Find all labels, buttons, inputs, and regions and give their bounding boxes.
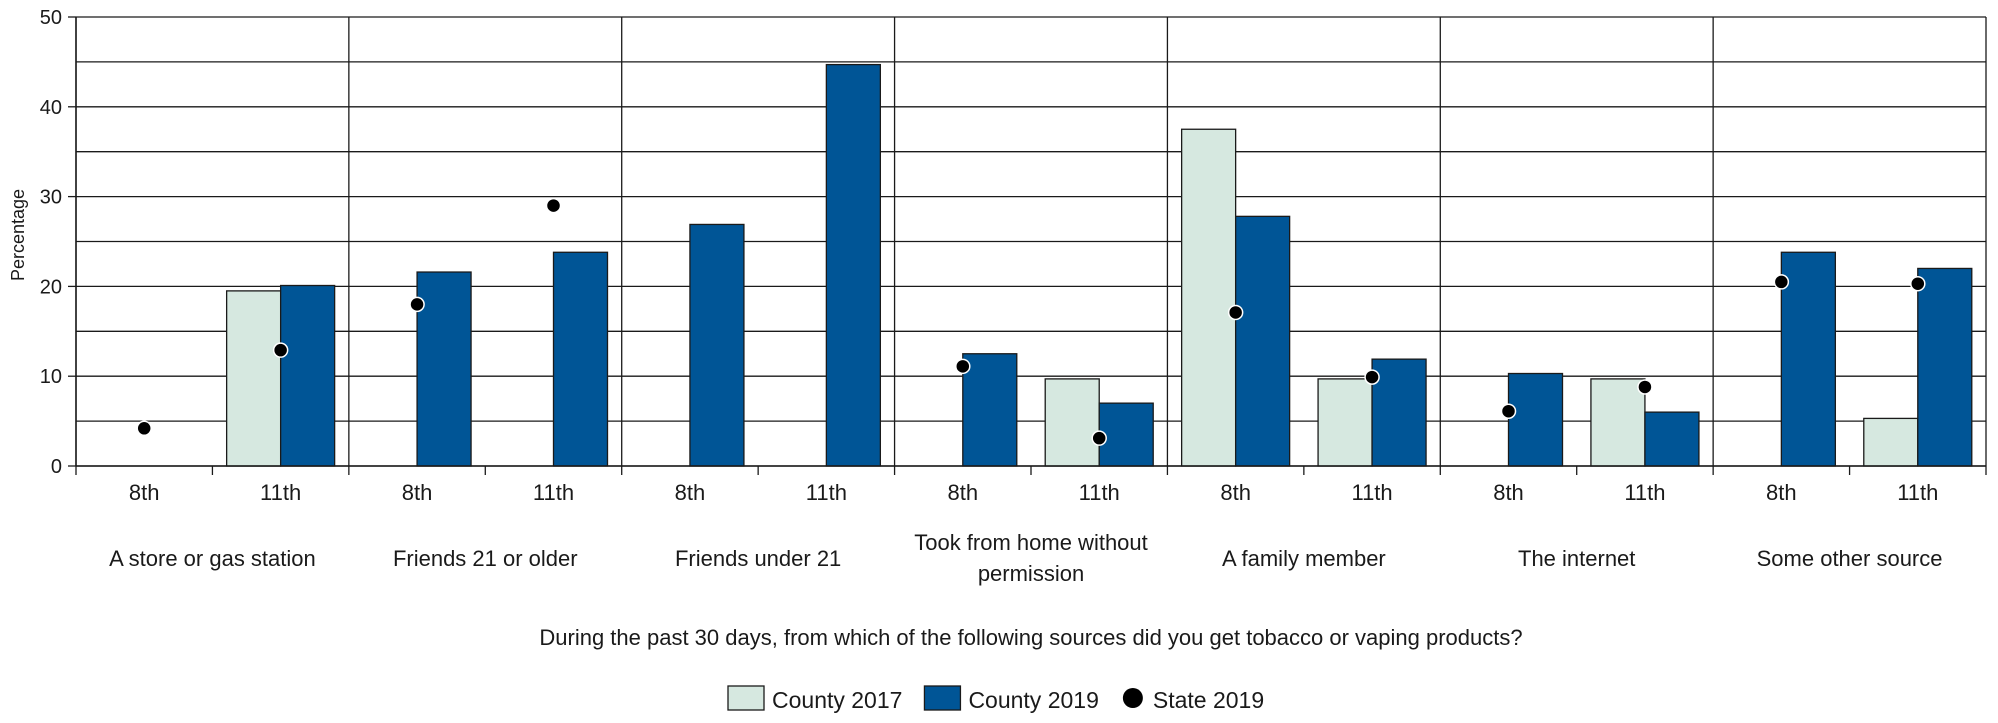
point-state-2019 — [409, 296, 425, 313]
y-tick-label: 20 — [40, 276, 62, 298]
bar-county-2019 — [1234, 215, 1291, 467]
point-state-2019 — [1364, 369, 1380, 385]
x-subcategory-label: 8th — [1220, 480, 1251, 505]
x-subcategory-label: 11th — [1351, 480, 1392, 505]
bar-county-2019 — [279, 284, 336, 467]
x-axis-label: During the past 30 days, from which of t… — [539, 625, 1522, 650]
axes: 0 10 20 30 40 50 8th 11th A store or gas station… — [40, 7, 1987, 586]
bar-county-2017 — [1180, 128, 1237, 467]
legend-item: County 2017 — [727, 685, 902, 713]
y-tick-label: 10 — [40, 366, 62, 388]
y-tick-label: 50 — [40, 7, 62, 29]
legend-label: State 2019 — [1153, 687, 1264, 713]
legend-label: County 2019 — [968, 687, 1098, 713]
bar-county-2017 — [1044, 378, 1100, 467]
point-state-2019 — [1637, 379, 1653, 395]
point-state-2019 — [1091, 430, 1107, 446]
point-state-2019 — [1500, 403, 1517, 419]
x-subcategory-label: 8th — [1766, 480, 1797, 505]
point-state-2019 — [1227, 304, 1244, 321]
x-group-label: Friends under 21 — [675, 546, 841, 571]
bar-county-2019 — [1098, 402, 1154, 467]
x-group-label: The internet — [1518, 546, 1635, 571]
legend-item: County 2019 — [923, 685, 1099, 713]
x-group-label: Some other source — [1757, 546, 1943, 571]
point-state-2019 — [272, 342, 289, 358]
legend: County 2017 County 2019 State 2019 — [727, 685, 1264, 713]
y-tick-label: 0 — [51, 456, 62, 478]
bar-county-2019 — [1917, 267, 1973, 467]
bar-county-2017 — [1317, 378, 1373, 467]
legend-swatch — [727, 685, 765, 711]
bar-county-2019 — [416, 271, 472, 467]
bar-county-2019 — [1644, 411, 1700, 467]
x-group-label: A family member — [1222, 546, 1386, 571]
x-subcategory-label: 11th — [1897, 480, 1938, 505]
x-subcategory-label: 8th — [947, 480, 978, 505]
state-points — [136, 197, 1926, 446]
x-subcategory-label: 8th — [129, 480, 160, 505]
legend-marker — [1122, 688, 1143, 708]
bars — [225, 63, 1973, 467]
bar-county-2017 — [225, 290, 282, 467]
x-subcategory-label: 11th — [806, 480, 847, 505]
x-subcategory-label: 11th — [1079, 480, 1120, 505]
x-subcategory-label: 8th — [402, 480, 433, 505]
point-state-2019 — [136, 420, 152, 437]
y-tick-label: 30 — [40, 187, 62, 209]
y-tick-label: 40 — [40, 97, 62, 119]
bar-county-2017 — [1863, 417, 1919, 467]
x-group-label: Took from home without permission — [914, 530, 1148, 586]
legend-item: State 2019 — [1122, 687, 1264, 713]
grid-lines — [75, 16, 1987, 467]
y-axis-label: Percentage — [8, 189, 28, 281]
x-subcategory-label: 8th — [675, 480, 706, 505]
bar-county-2019 — [1780, 251, 1837, 467]
x-group-label: Friends 21 or older — [393, 546, 578, 571]
x-subcategory-label: 11th — [260, 480, 301, 505]
bar-county-2019 — [1371, 358, 1427, 467]
x-group-label: A store or gas station — [109, 546, 316, 571]
legend-label: County 2017 — [772, 687, 902, 713]
x-subcategory-label: 11th — [1624, 480, 1665, 505]
point-state-2019 — [1910, 275, 1926, 292]
x-subcategory-label: 11th — [533, 480, 574, 505]
bar-county-2019 — [552, 251, 609, 467]
bar-county-2019 — [962, 353, 1018, 467]
axis-labels: Percentage During the past 30 days, from… — [8, 189, 1523, 650]
bar-county-2019 — [1507, 372, 1564, 467]
legend-swatch — [923, 685, 962, 711]
bar-county-2019 — [825, 63, 882, 467]
point-state-2019 — [955, 358, 971, 375]
bar-county-2019 — [689, 223, 745, 467]
point-state-2019 — [1773, 274, 1790, 290]
x-subcategory-label: 8th — [1493, 480, 1524, 505]
bar-county-2017 — [1590, 378, 1646, 467]
point-state-2019 — [545, 197, 562, 214]
